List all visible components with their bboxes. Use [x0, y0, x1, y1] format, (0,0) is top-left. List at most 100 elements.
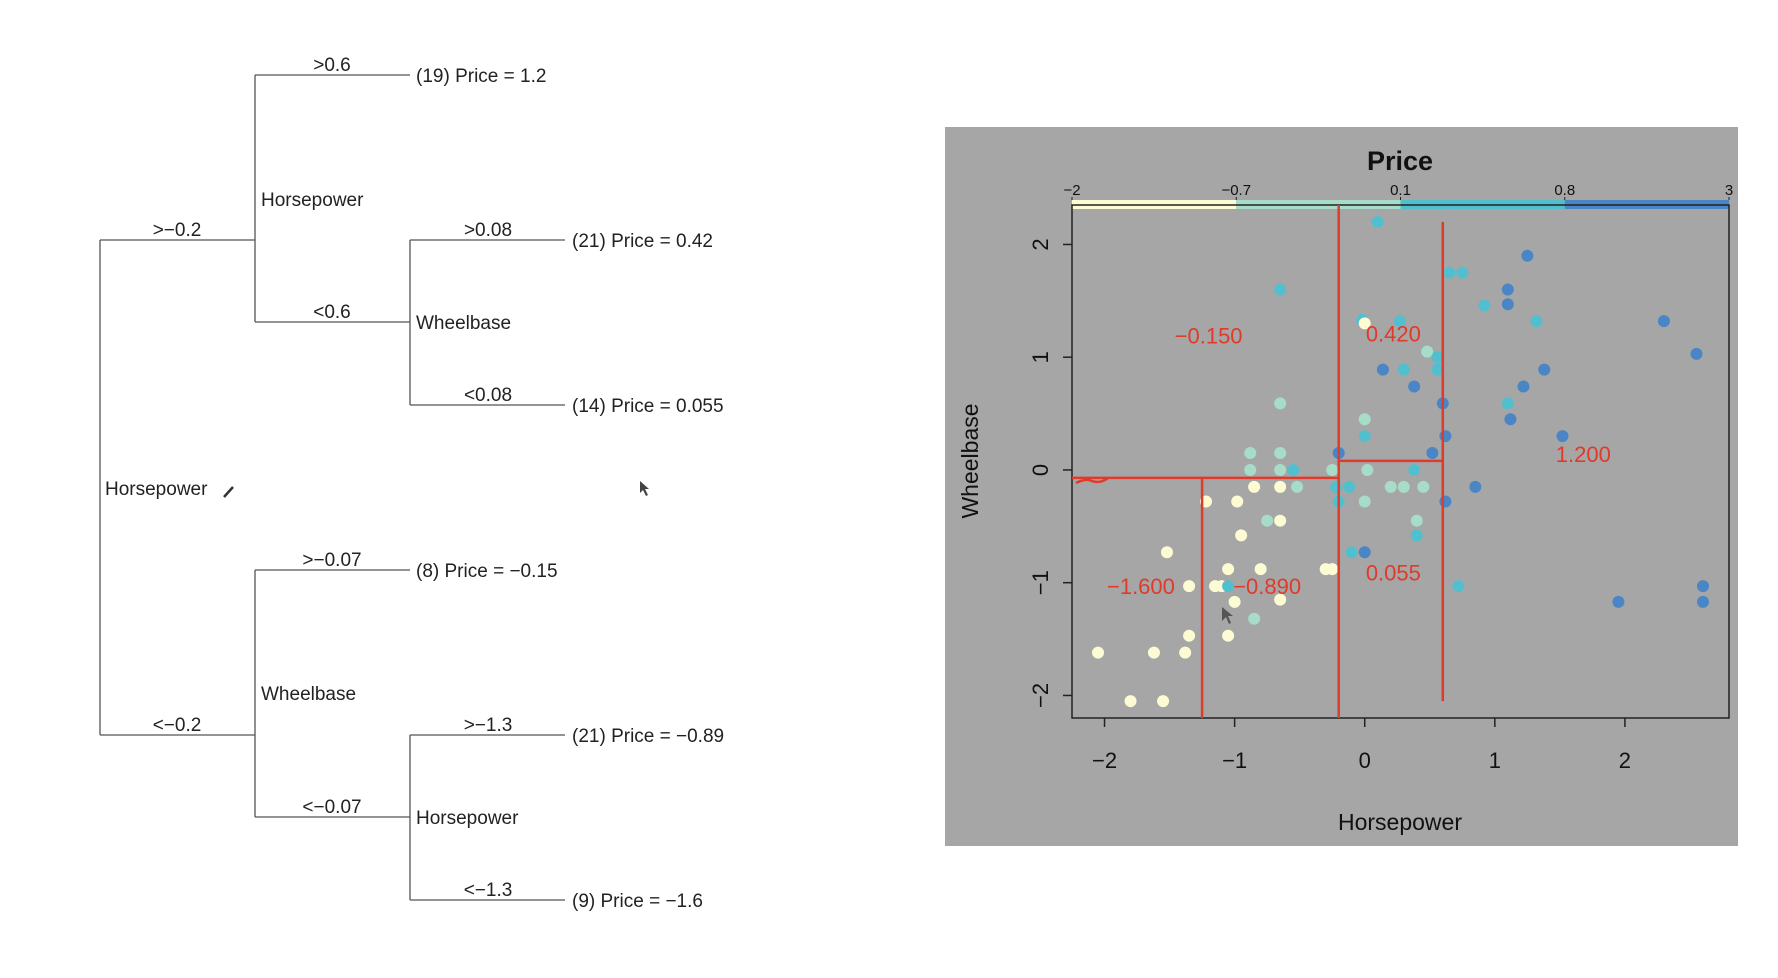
y-axis-label: Wheelbase — [957, 403, 983, 518]
data-point — [1501, 283, 1514, 296]
x-tick-label: 2 — [1619, 748, 1631, 773]
data-point — [1521, 249, 1534, 262]
tree-leaf-label: (9) Price = −1.6 — [572, 891, 703, 912]
tree-edge-label: >0.08 — [464, 220, 512, 241]
data-point — [1287, 463, 1300, 476]
tree-edge-label: <−0.2 — [153, 715, 202, 736]
x-axis-label: Horsepower — [1338, 809, 1462, 835]
data-point — [1254, 563, 1267, 576]
data-point — [1209, 580, 1222, 593]
data-point — [1228, 595, 1241, 608]
data-point — [1179, 646, 1192, 659]
data-point — [1439, 495, 1452, 508]
tree-edge-label: >−0.07 — [302, 550, 361, 571]
red-annotation-mark — [1075, 476, 1109, 485]
tree-edge-label: >−1.3 — [464, 715, 513, 736]
data-point — [1092, 646, 1105, 659]
regression-tree — [99, 74, 565, 901]
y-tick-label: 2 — [1028, 238, 1053, 250]
tree-leaf-label: (21) Price = 0.42 — [572, 231, 713, 252]
data-point — [1261, 514, 1274, 527]
data-point — [1147, 646, 1160, 659]
data-point — [1358, 317, 1371, 330]
data-point — [1358, 430, 1371, 443]
chart-title: Price — [1367, 146, 1433, 176]
mouse-cursor-icon — [1222, 607, 1233, 624]
data-point — [1408, 380, 1421, 393]
data-point — [1244, 447, 1257, 460]
data-point — [1274, 514, 1287, 527]
data-point — [1501, 397, 1514, 410]
data-point — [1530, 315, 1543, 328]
legend-label: −0.7 — [1221, 182, 1251, 199]
region-label: −0.890 — [1233, 574, 1301, 599]
data-point — [1274, 447, 1287, 460]
data-point — [1384, 480, 1397, 493]
data-point — [1345, 546, 1358, 559]
data-point — [1690, 347, 1703, 360]
data-point — [1358, 413, 1371, 426]
data-point — [1517, 380, 1530, 393]
data-point — [1431, 363, 1444, 376]
tree-edge-label: <−0.07 — [302, 797, 361, 818]
region-label: 0.420 — [1366, 321, 1421, 346]
data-point — [1417, 480, 1430, 493]
tree-edge-label: >0.6 — [313, 55, 351, 76]
x-tick-label: −1 — [1222, 748, 1247, 773]
data-point — [1235, 529, 1248, 542]
tree-split-label: Wheelbase — [261, 684, 356, 705]
data-point — [1183, 629, 1196, 642]
region-label: 0.055 — [1366, 560, 1421, 585]
data-point — [1222, 629, 1235, 642]
data-point — [1469, 480, 1482, 493]
y-tick-label: 1 — [1028, 351, 1053, 363]
data-point — [1696, 580, 1709, 593]
mouse-cursor-icon — [640, 481, 649, 496]
data-point — [1431, 351, 1444, 364]
legend-label: 0.1 — [1390, 182, 1411, 199]
data-point — [1222, 580, 1235, 593]
region-label: −0.150 — [1175, 324, 1243, 349]
data-point — [1478, 299, 1491, 312]
data-point — [1397, 480, 1410, 493]
data-point — [1426, 447, 1439, 460]
scatter-chart: Price −2 −0.7 0.1 0.8 3 −0.150 0.420 1.200 0.05… — [945, 127, 1738, 846]
data-point — [1244, 463, 1257, 476]
plot-frame — [1071, 204, 1730, 719]
data-point — [1274, 593, 1287, 606]
data-point — [1696, 595, 1709, 608]
tree-edge-label: <0.6 — [313, 302, 351, 323]
y-tick-label: −1 — [1028, 570, 1053, 595]
data-point — [1439, 430, 1452, 443]
data-point — [1410, 529, 1423, 542]
data-point — [1160, 546, 1173, 559]
region-labels: −0.150 0.420 1.200 0.055 −1.600 −0.890 — [1107, 321, 1611, 599]
region-label: −1.600 — [1107, 574, 1175, 599]
data-point — [1222, 563, 1235, 576]
data-point — [1443, 266, 1456, 279]
data-point — [1421, 345, 1434, 358]
data-point — [1657, 315, 1670, 328]
axes: −2 −1 0 1 2 −2 −1 0 1 2 — [1028, 238, 1631, 773]
data-point — [1274, 480, 1287, 493]
region-label: 1.200 — [1556, 442, 1611, 467]
tree-split-label: Wheelbase — [416, 313, 511, 334]
tree-edge-label: <0.08 — [464, 385, 512, 406]
data-point — [1124, 695, 1137, 708]
data-point — [1326, 463, 1339, 476]
tree-leaf-label: (19) Price = 1.2 — [416, 66, 546, 87]
tree-edge-label: <−1.3 — [464, 880, 513, 901]
data-point — [1183, 580, 1196, 593]
data-point — [1538, 363, 1551, 376]
data-point — [1358, 495, 1371, 508]
data-point — [1326, 563, 1339, 576]
x-tick-label: 1 — [1489, 748, 1501, 773]
tree-split-label: Horsepower — [261, 190, 364, 211]
data-point — [1358, 546, 1371, 559]
data-point — [1248, 612, 1261, 625]
data-point — [1330, 480, 1343, 493]
legend-label: 0.8 — [1554, 182, 1575, 199]
tree-leaf-label: (8) Price = −0.15 — [416, 561, 558, 582]
data-point — [1157, 695, 1170, 708]
